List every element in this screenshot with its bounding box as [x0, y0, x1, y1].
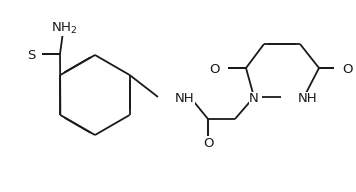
Text: NH$_2$: NH$_2$: [51, 21, 77, 36]
Text: NH: NH: [175, 92, 195, 105]
Text: N: N: [249, 92, 259, 105]
Text: O: O: [203, 137, 213, 150]
Text: NH: NH: [298, 92, 318, 105]
Text: S: S: [28, 49, 36, 62]
Text: O: O: [342, 63, 352, 76]
Text: O: O: [209, 63, 220, 76]
